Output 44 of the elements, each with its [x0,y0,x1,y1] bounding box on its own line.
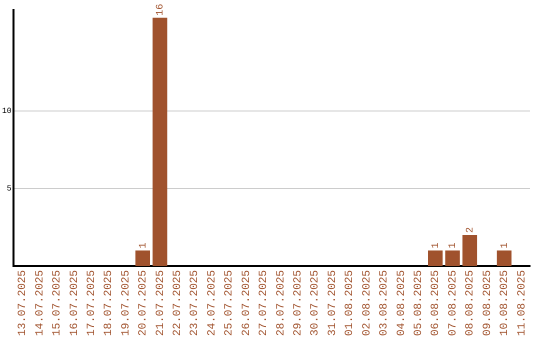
x-tick-label: 09.08.2025 [482,270,494,336]
data-label: 1 [448,242,460,248]
bar [135,250,150,266]
bar [428,250,443,266]
x-tick-label: 24.07.2025 [206,270,218,336]
x-tick-label: 22.07.2025 [172,270,184,336]
x-tick-label: 14.07.2025 [34,270,46,336]
x-tick-label: 19.07.2025 [120,270,132,336]
x-tick-label: 01.08.2025 [344,270,356,336]
bar [152,18,168,266]
x-tick-label: 26.07.2025 [240,270,253,336]
x-tick-label: 21.07.2025 [154,270,167,336]
x-tick-label: 04.08.2025 [396,270,408,336]
x-tick-label: 23.07.2025 [189,270,202,336]
x-tick-label: 18.07.2025 [103,270,116,336]
data-label: 1 [500,242,511,248]
x-tick-label: 25.07.2025 [224,270,236,336]
data-label: 1 [138,242,150,248]
bar [462,234,478,266]
bar [496,250,512,266]
y-tick-label: 5 [6,184,12,194]
x-tick-label: 28.07.2025 [275,270,288,336]
x-tick-label: 20.07.2025 [138,270,150,336]
x-tick-label: 27.07.2025 [258,270,270,336]
x-tick-label: 29.07.2025 [292,270,305,336]
x-tick-label: 06.08.2025 [430,270,442,336]
x-tick-label: 08.08.2025 [464,270,477,336]
x-tick-label: 17.07.2025 [86,270,98,336]
x-tick-label: 31.07.2025 [326,270,339,336]
data-label: 16 [156,4,167,16]
data-label: 2 [465,226,476,233]
x-tick-label: 11.08.2025 [516,270,528,336]
x-tick-label: 07.08.2025 [447,270,460,336]
x-tick-label: 10.08.2025 [499,270,512,336]
bar [445,250,460,266]
data-label: 1 [430,242,442,248]
x-tick-label: 03.08.2025 [378,270,391,336]
x-tick-label: 02.08.2025 [361,270,374,336]
x-tick-label: 13.07.2025 [17,270,30,336]
x-tick-label: 05.08.2025 [413,270,426,336]
y-tick-label: 10 [2,106,12,116]
x-tick-label: 16.07.2025 [68,270,81,336]
x-tick-label: 30.07.2025 [310,270,322,336]
x-tick-label: 15.07.2025 [52,270,64,336]
